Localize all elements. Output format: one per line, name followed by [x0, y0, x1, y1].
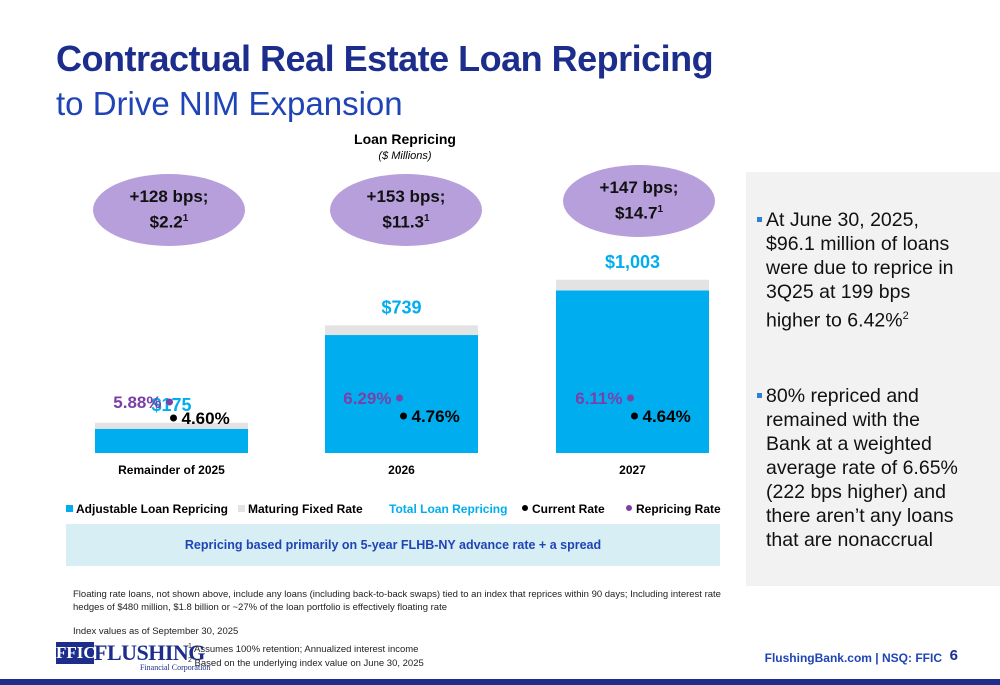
ellipse-line1: +153 bps; — [366, 187, 446, 207]
bullet-text: At June 30, 2025, $96.1 million of loans… — [766, 209, 954, 332]
ellipse-line2: $11.3 — [382, 212, 425, 232]
footnote-ref: 2 — [902, 310, 909, 322]
page-subtitle: to Drive NIM Expansion — [56, 85, 403, 122]
dot-icon — [522, 505, 528, 511]
legend-item-current: Current Rate — [522, 502, 605, 516]
current-rate-dot — [170, 414, 177, 422]
legend-item-adjustable: Adjustable Loan Repricing — [66, 502, 228, 516]
current-rate-label: 4.76% — [412, 407, 460, 426]
bar-maturing — [95, 422, 248, 429]
repricing-rate-dot — [396, 394, 403, 402]
ellipse-2027: +147 bps; $14.71 — [563, 165, 715, 237]
footnote-ref: 1 — [657, 204, 664, 216]
page-number: 6 — [949, 647, 958, 664]
repricing-rate-dot — [166, 398, 173, 406]
footnote-ref: 1 — [424, 213, 430, 225]
bottom-bar — [0, 679, 1000, 685]
swatch-icon — [238, 505, 245, 512]
highlight-bullet: 80% repriced and remained with the Bank … — [757, 384, 966, 552]
legend-item-total: Total Loan Repricing — [389, 502, 508, 516]
ellipse-line1: +128 bps; — [129, 187, 209, 207]
highlights-panel — [746, 172, 1000, 586]
logo-wordmark: FLUSHING — [94, 640, 205, 665]
ellipse-remainder-2025: +128 bps; $2.21 — [93, 174, 245, 246]
current-rate-dot — [400, 412, 407, 420]
footnote-1: 1 Assumes 100% retention; Annualized int… — [188, 643, 419, 656]
footnote-2: 2 Based on the underlying index value on… — [188, 657, 424, 670]
legend-item-repricing: Repricing Rate — [626, 502, 721, 516]
chart-title: Loan Repricing — [354, 131, 456, 147]
repricing-rate-label: 6.29% — [343, 389, 391, 408]
bar-adjustable — [95, 428, 248, 453]
index-date-note: Index values as of September 30, 2025 — [73, 626, 239, 637]
swatch-icon — [66, 505, 73, 512]
ellipse-line2: $2.2 — [149, 212, 183, 232]
legend-item-maturing: Maturing Fixed Rate — [238, 502, 363, 516]
bar-adjustable — [556, 290, 709, 453]
page-title: Contractual Real Estate Loan Repricing — [56, 38, 714, 79]
repricing-rate-dot — [627, 394, 634, 402]
ellipse-2026: +153 bps; $11.31 — [330, 174, 482, 246]
category-label: 2026 — [388, 463, 415, 477]
bar-adjustable — [325, 335, 478, 453]
loan-repricing-chart: $175Remainder of 20255.88%4.60%$73920266… — [95, 252, 709, 477]
category-label: 2027 — [619, 463, 646, 477]
repricing-rate-label: 5.88% — [113, 393, 161, 412]
bullet-icon — [757, 393, 762, 398]
ellipse-line2: $14.7 — [614, 203, 658, 223]
repricing-banner: Repricing based primarily on 5-year FLHB… — [66, 524, 720, 566]
dot-icon — [626, 505, 632, 511]
logo-box: FFIC — [56, 642, 96, 664]
bullet-text: 80% repriced and remained with the Bank … — [766, 385, 958, 551]
bullet-icon — [757, 217, 762, 222]
bar-maturing — [556, 279, 709, 291]
repricing-rate-label: 6.11% — [575, 389, 622, 408]
current-rate-label: 4.60% — [182, 409, 230, 428]
footnote-ref: 1 — [182, 213, 189, 225]
ellipse-line1: +147 bps; — [599, 178, 679, 198]
highlight-bullet: At June 30, 2025, $96.1 million of loans… — [757, 208, 966, 333]
bar-maturing — [325, 325, 478, 336]
category-label: Remainder of 2025 — [118, 463, 225, 477]
floating-rate-note: Floating rate loans, not shown above, in… — [73, 589, 721, 613]
total-label: $739 — [381, 297, 421, 317]
current-rate-label: 4.64% — [643, 407, 691, 426]
chart-legend: Adjustable Loan Repricing Maturing Fixed… — [66, 502, 726, 520]
current-rate-dot — [631, 412, 638, 420]
logo-subtitle: Financial Corporation — [140, 663, 211, 672]
footer-site[interactable]: FlushingBank.com | NSQ: FFIC — [764, 651, 942, 665]
total-label: $1,003 — [605, 252, 660, 272]
chart-subtitle: ($ Millions) — [378, 150, 432, 162]
